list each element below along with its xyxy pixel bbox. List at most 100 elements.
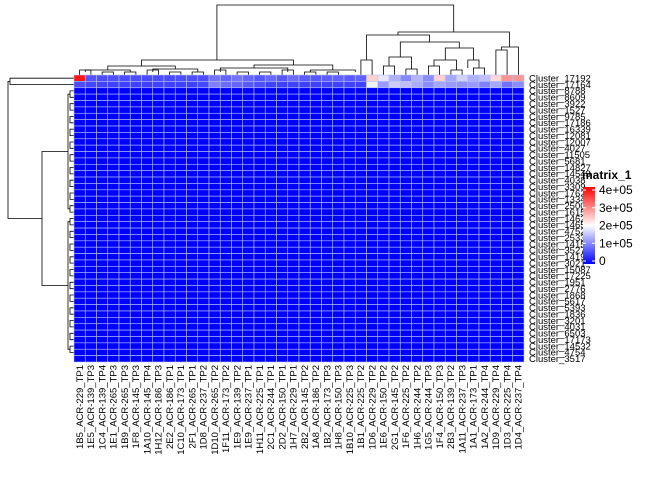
heatmap-cell — [309, 336, 322, 344]
heatmap-cell — [208, 336, 221, 344]
heatmap-cell — [309, 112, 322, 120]
heatmap-cell — [96, 202, 109, 210]
heatmap-cell — [343, 93, 356, 101]
heatmap-cell — [231, 176, 244, 184]
heatmap-cell — [219, 355, 232, 363]
heatmap-cell — [264, 348, 277, 356]
heatmap-cell — [433, 317, 446, 325]
heatmap-cell — [276, 87, 289, 95]
heatmap-cell — [377, 189, 390, 197]
heatmap-cell — [96, 183, 109, 191]
heatmap-cell — [197, 348, 210, 356]
heatmap-cell — [96, 336, 109, 344]
heatmap-cell — [332, 215, 345, 222]
heatmap-cell — [141, 112, 154, 120]
heatmap-cell — [321, 202, 334, 210]
heatmap-cell — [444, 170, 457, 178]
heatmap-cell — [208, 348, 221, 356]
heatmap-cell — [321, 310, 334, 318]
heatmap-cell — [343, 106, 356, 114]
heatmap-cell — [264, 323, 277, 331]
heatmap-cell — [287, 163, 300, 171]
heatmap-cell — [388, 291, 401, 299]
heatmap-cell — [298, 246, 311, 254]
column-label: 1D3_ACR-225_TP4 — [502, 365, 513, 450]
row-dendrogram-branch — [69, 256, 74, 264]
column-label: 1A2_ACR-244_TP4 — [480, 365, 491, 449]
row-label: Cluster_5393 — [529, 303, 586, 314]
heatmap-cell — [478, 208, 491, 216]
heatmap-cell — [208, 119, 221, 127]
heatmap-cell — [354, 278, 367, 286]
heatmap-cell — [489, 317, 502, 325]
heatmap-cell — [332, 106, 345, 114]
heatmap-cell — [343, 125, 356, 133]
column-dendrogram-branch — [450, 69, 463, 75]
heatmap-cell — [377, 323, 390, 331]
heatmap-cell — [231, 208, 244, 216]
heatmap-cell — [456, 304, 469, 312]
heatmap-cell — [343, 151, 356, 159]
heatmap-cell — [186, 81, 199, 89]
row-label: Cluster_8609 — [529, 93, 586, 104]
heatmap-cell — [276, 317, 289, 325]
heatmap-cell — [174, 208, 187, 216]
heatmap-cell — [276, 304, 289, 312]
heatmap-cell — [264, 195, 277, 203]
heatmap-cell — [489, 125, 502, 133]
heatmap-cell — [501, 125, 514, 133]
heatmap-cell — [377, 329, 390, 337]
heatmap-cell — [118, 132, 131, 140]
column-label: 1H11_ACR-225_TP1 — [255, 365, 266, 454]
heatmap-cell — [489, 291, 502, 299]
column-label: 1F11_ACR-173_TP2 — [221, 365, 232, 453]
heatmap-cell — [366, 310, 379, 318]
heatmap-cell — [84, 259, 97, 267]
heatmap-cell — [321, 266, 334, 274]
heatmap-cell — [399, 317, 412, 325]
heatmap-cell — [253, 297, 266, 305]
heatmap-cell — [96, 310, 109, 318]
heatmap-cell — [377, 297, 390, 305]
heatmap-cell — [354, 93, 367, 101]
heatmap-cell — [107, 285, 120, 293]
heatmap-cell — [422, 227, 435, 235]
heatmap-cell — [118, 112, 131, 120]
heatmap-cell — [321, 304, 334, 312]
heatmap-cell — [118, 119, 131, 127]
heatmap-cell — [433, 100, 446, 108]
heatmap-cell — [467, 342, 480, 350]
heatmap-cell — [73, 310, 86, 318]
heatmap-cell — [129, 163, 142, 171]
heatmap-cell — [422, 221, 435, 229]
heatmap-cell — [163, 176, 176, 184]
heatmap-cell — [377, 125, 390, 133]
heatmap-cell — [107, 125, 120, 133]
heatmap-cell — [422, 81, 435, 89]
heatmap-cell — [174, 348, 187, 356]
heatmap-cell — [84, 348, 97, 356]
heatmap-cell — [253, 304, 266, 312]
heatmap-cell — [456, 170, 469, 178]
heatmap-cell — [197, 74, 210, 82]
heatmap-cell — [152, 125, 165, 133]
heatmap-cell — [219, 144, 232, 152]
heatmap-cell — [332, 246, 345, 254]
heatmap-cell — [512, 297, 525, 305]
heatmap-cell — [287, 183, 300, 191]
heatmap-cell — [186, 317, 199, 325]
heatmap-cell — [343, 246, 356, 254]
heatmap-cell — [242, 202, 255, 210]
heatmap-cell — [107, 266, 120, 274]
heatmap-cell — [141, 215, 154, 222]
column-dendrogram-branch — [399, 41, 460, 57]
column-label: 1F6_ACR-225_TP2 — [401, 365, 412, 448]
heatmap-cell — [478, 87, 491, 95]
heatmap-cell — [107, 317, 120, 325]
heatmap-cell — [287, 215, 300, 222]
row-dendrogram-branch — [69, 205, 74, 213]
heatmap-cell — [197, 176, 210, 184]
heatmap-cell — [152, 151, 165, 159]
heatmap-cell — [276, 81, 289, 89]
